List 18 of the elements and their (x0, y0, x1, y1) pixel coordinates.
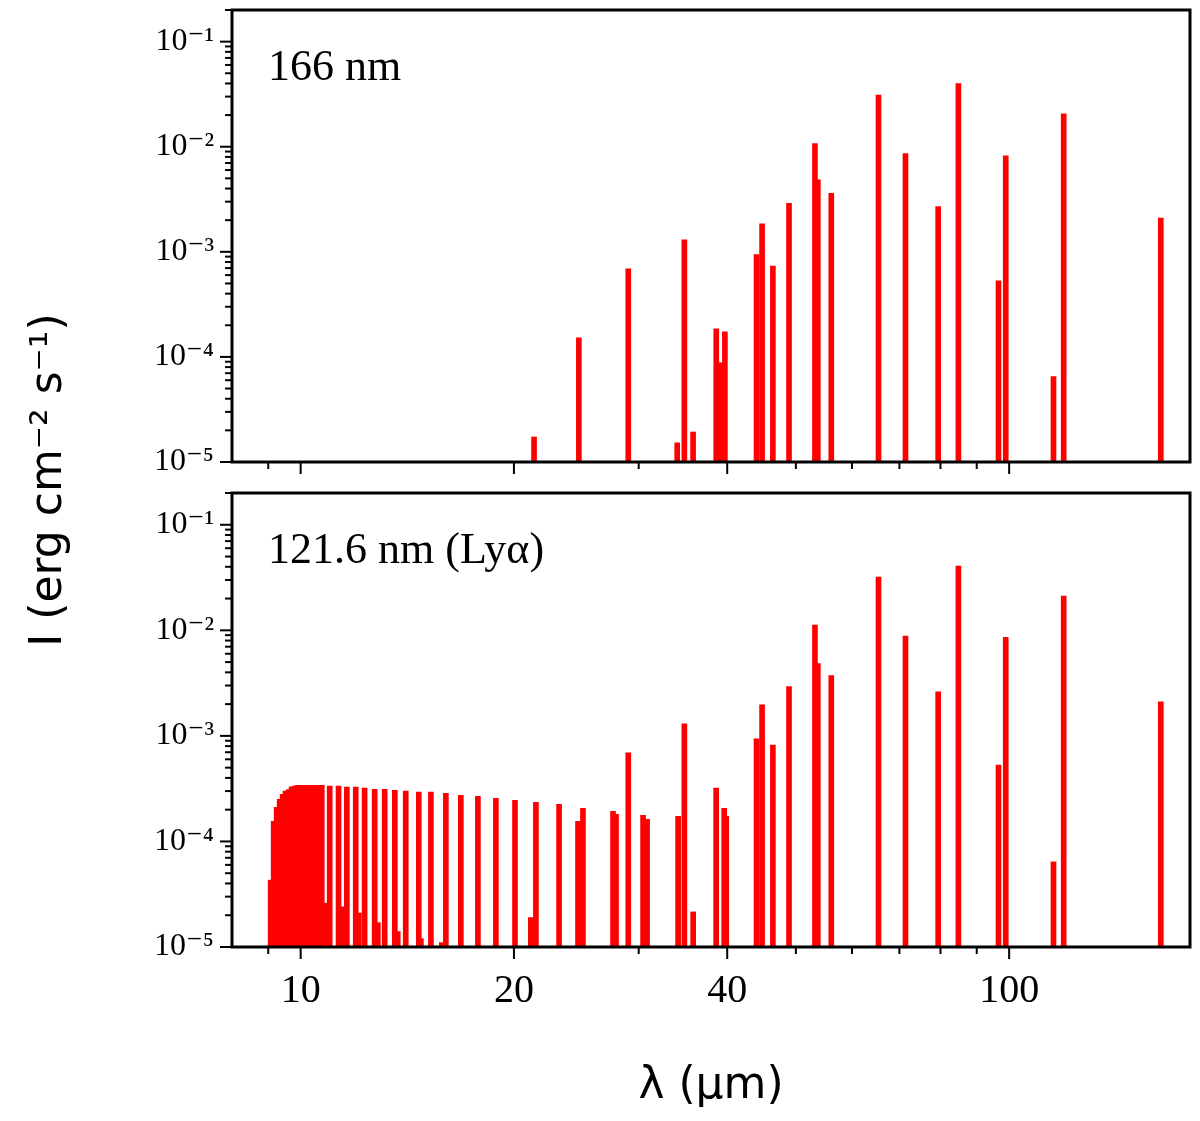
y-tick-label: 10⁻³ (155, 715, 214, 752)
annotation: 166 nm (268, 41, 402, 90)
y-tick-label: 10⁻⁵ (153, 441, 214, 478)
y-tick-label: 10⁻² (155, 609, 214, 646)
y-tick-label: 10⁻² (155, 126, 214, 163)
x-tick-label: 40 (707, 965, 748, 1011)
y-tick-label: 10⁻¹ (155, 504, 214, 541)
x-tick-label: 10 (280, 965, 321, 1011)
x-tick-label: 20 (493, 965, 534, 1011)
x-tick-label: 100 (979, 965, 1040, 1011)
y-tick-label: 10⁻⁵ (153, 926, 214, 963)
x-axis-title: λ (μm) (638, 1056, 784, 1108)
annotation: 121.6 nm (Lyα) (268, 524, 545, 573)
y-tick-label: 10⁻³ (155, 231, 214, 268)
y-axis-title: I (erg cm⁻² s⁻¹) (19, 313, 71, 647)
y-tick-label: 10⁻⁴ (153, 336, 214, 373)
y-tick-label: 10⁻¹ (155, 21, 214, 58)
y-tick-label: 10⁻⁴ (153, 820, 214, 857)
